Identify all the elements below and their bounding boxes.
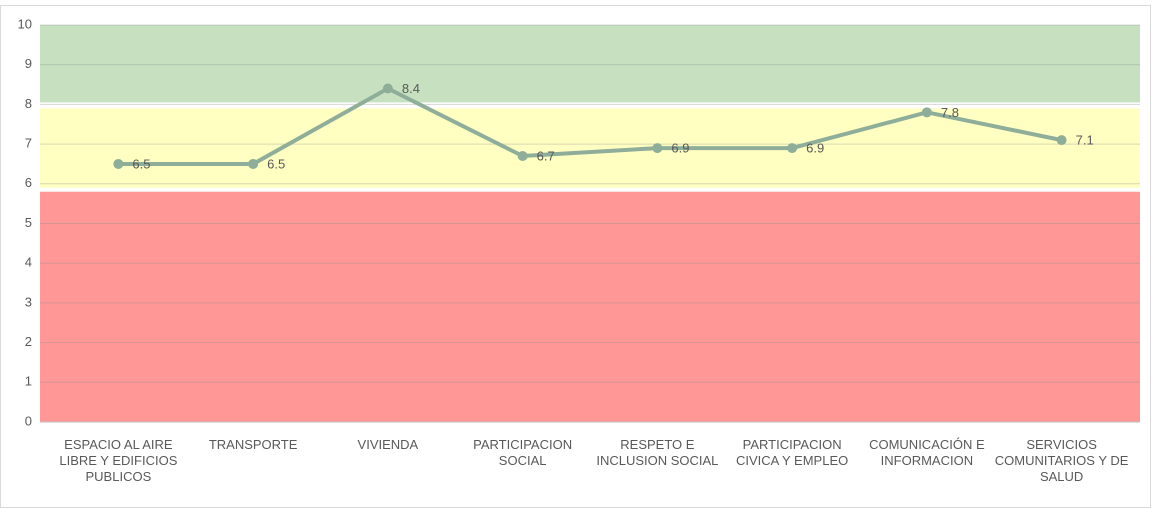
data-point <box>113 158 124 169</box>
data-label: 6.7 <box>537 148 555 163</box>
data-point <box>652 143 663 154</box>
data-label: 7.8 <box>941 105 959 120</box>
y-tick-label: 6 <box>25 175 32 190</box>
data-label: 7.1 <box>1076 133 1094 148</box>
data-label: 6.9 <box>806 141 824 156</box>
data-point <box>1056 135 1067 146</box>
data-point <box>248 158 259 169</box>
y-tick-label: 3 <box>25 294 32 309</box>
y-tick-label: 2 <box>25 334 32 349</box>
y-tick-label: 0 <box>25 413 32 428</box>
x-tick-label: RESPETO E INCLUSION SOCIAL <box>596 437 719 468</box>
y-tick-label: 9 <box>25 56 32 71</box>
y-tick-label: 4 <box>25 255 32 270</box>
threshold-band <box>40 108 1140 188</box>
y-tick-label: 5 <box>25 215 32 230</box>
data-point <box>382 83 393 94</box>
x-tick-label: SERVICIOS COMUNITARIOS Y DE SALUD <box>994 437 1129 484</box>
data-label: 6.5 <box>267 156 285 171</box>
y-tick-label: 7 <box>25 136 32 151</box>
x-tick-label: ESPACIO AL AIRE LIBRE Y EDIFICIOS PUBLIC… <box>59 437 178 484</box>
data-point <box>787 143 798 154</box>
x-tick-label: COMUNICACIÓN E INFORMACION <box>869 437 985 468</box>
y-tick-label: 10 <box>18 16 32 31</box>
data-label: 6.5 <box>132 156 150 171</box>
y-tick-label: 8 <box>25 96 32 111</box>
x-tick-label: VIVIENDA <box>357 437 419 452</box>
x-tick-label: PARTICIPACION CIVICA Y EMPLEO <box>736 437 849 468</box>
y-tick-label: 1 <box>25 374 32 389</box>
data-label: 8.4 <box>402 81 420 96</box>
data-line <box>118 86 1063 166</box>
data-point <box>921 107 932 118</box>
data-label: 6.9 <box>671 141 689 156</box>
x-tick-label: PARTICIPACION SOCIAL <box>473 437 573 468</box>
data-point <box>517 151 528 162</box>
threshold-band <box>40 25 1140 103</box>
threshold-band <box>40 191 1140 422</box>
x-tick-label: TRANSPORTE <box>208 437 298 452</box>
